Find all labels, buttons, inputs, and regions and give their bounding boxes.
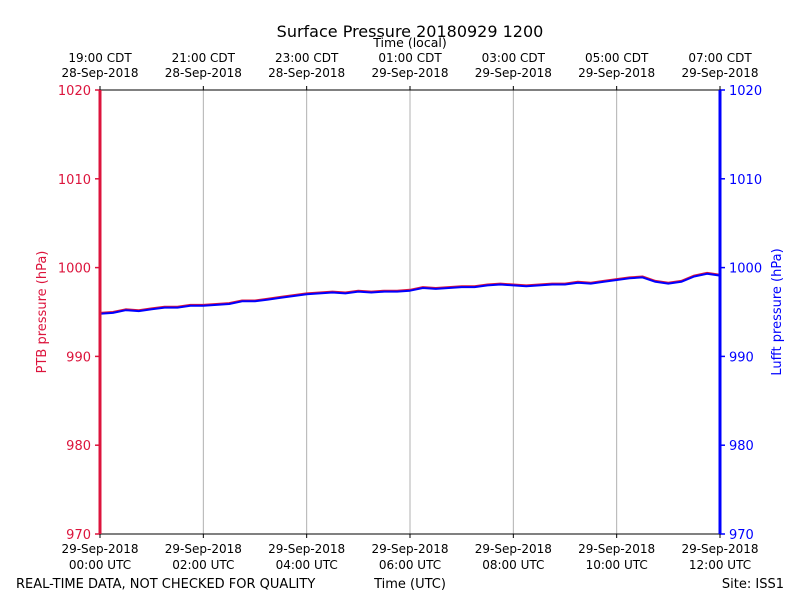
top-tick-label-time: 07:00 CDT — [688, 51, 752, 65]
y-tick-label-right: 1010 — [729, 173, 762, 188]
top-tick-label-date: 29-Sep-2018 — [578, 66, 655, 80]
y-tick-label-left: 990 — [66, 350, 91, 365]
y-tick-label-right: 1000 — [729, 262, 762, 277]
top-tick-label-date: 29-Sep-2018 — [475, 66, 552, 80]
y-tick-label-left: 980 — [66, 439, 91, 454]
y-tick-label-left: 1010 — [58, 173, 91, 188]
top-tick-label-time: 21:00 CDT — [172, 51, 236, 65]
x-tick-label-time: 08:00 UTC — [482, 558, 544, 572]
bottom-x-axis: 29-Sep-2018 00:00 UTC 29-Sep-2018 02:00 UTC… — [61, 534, 759, 572]
x-tick-label-date: 29-Sep-2018 — [475, 542, 552, 556]
left-y-axis: 970 980 990 1000 1010 1020 — [58, 84, 100, 543]
x-tick-label-date: 29-Sep-2018 — [165, 542, 242, 556]
left-axis-label: PTB pressure (hPa) — [35, 251, 50, 374]
gridlines — [202, 90, 618, 534]
x-tick-label-time: 02:00 UTC — [172, 558, 234, 572]
x-tick-label-date: 29-Sep-2018 — [681, 542, 758, 556]
right-axis-label: Lufft pressure (hPa) — [770, 248, 785, 375]
x-tick-label-date: 29-Sep-2018 — [268, 542, 345, 556]
x-tick-label-date: 29-Sep-2018 — [578, 542, 655, 556]
x-tick-label-time: 06:00 UTC — [379, 558, 441, 572]
site-label: Site: ISS1 — [722, 577, 784, 592]
y-tick-label-left: 1020 — [58, 84, 91, 99]
x-tick-label-date: 29-Sep-2018 — [61, 542, 138, 556]
x-axis-label: Time (UTC) — [373, 577, 446, 592]
top-tick-label-time: 05:00 CDT — [585, 51, 649, 65]
chart-title: Surface Pressure 20180929 1200 — [277, 22, 544, 41]
top-tick-label-time: 03:00 CDT — [482, 51, 546, 65]
y-tick-label-left: 1000 — [58, 262, 91, 277]
x-tick-label-time: 04:00 UTC — [276, 558, 338, 572]
x-tick-label-time: 12:00 UTC — [689, 558, 751, 572]
y-tick-label-right: 990 — [729, 350, 754, 365]
x-tick-label-time: 00:00 UTC — [69, 558, 131, 572]
right-y-axis: 970 980 990 1000 1010 1020 — [720, 84, 762, 543]
top-tick-label-date: 28-Sep-2018 — [61, 66, 138, 80]
top-tick-label-date: 29-Sep-2018 — [681, 66, 758, 80]
series-line-lufft — [99, 272, 721, 315]
top-tick-label-date: 28-Sep-2018 — [165, 66, 242, 80]
top-tick-label-time: 19:00 CDT — [68, 51, 132, 65]
top-tick-label-date: 29-Sep-2018 — [371, 66, 448, 80]
top-tick-label-date: 28-Sep-2018 — [268, 66, 345, 80]
x-tick-label-date: 29-Sep-2018 — [371, 542, 448, 556]
y-tick-label-right: 970 — [729, 528, 754, 543]
quality-warning: REAL-TIME DATA, NOT CHECKED FOR QUALITY — [16, 577, 315, 592]
top-axis-label: Time (local) — [372, 35, 446, 50]
y-tick-label-right: 980 — [729, 439, 754, 454]
top-tick-label-time: 01:00 CDT — [378, 51, 442, 65]
series-lines — [99, 271, 721, 315]
y-tick-label-right: 1020 — [729, 84, 762, 99]
y-tick-label-left: 970 — [66, 528, 91, 543]
top-tick-label-time: 23:00 CDT — [275, 51, 339, 65]
x-tick-label-time: 10:00 UTC — [586, 558, 648, 572]
